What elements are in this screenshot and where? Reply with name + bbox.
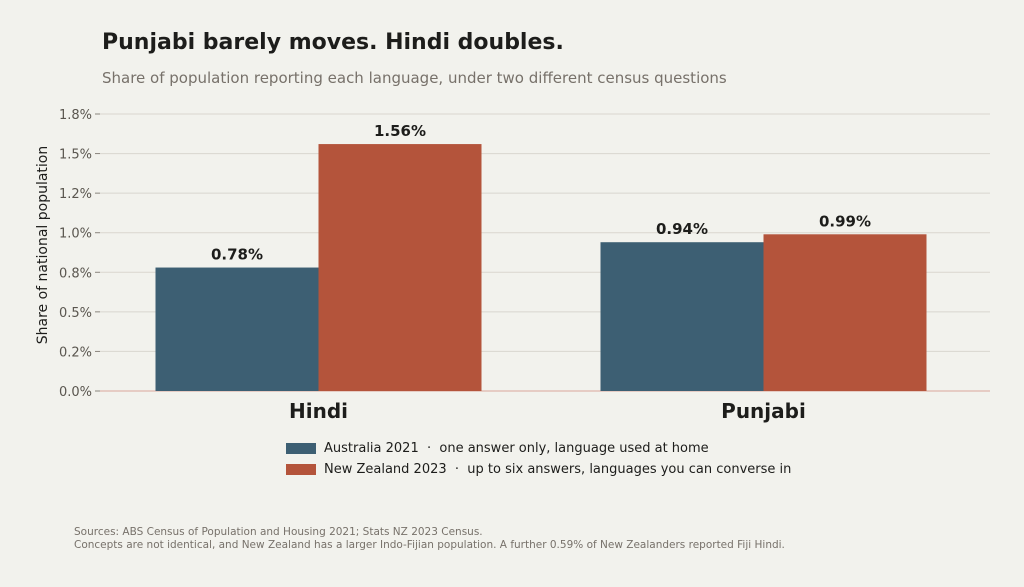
legend-item-new-zealand: New Zealand 2023 · up to six answers, la… (286, 459, 791, 479)
y-tick-label: 1.0% (59, 227, 92, 242)
y-axis-label: Share of national population (35, 146, 51, 344)
data-label: 0.94% (656, 220, 708, 238)
legend-swatch-new-zealand (286, 463, 316, 475)
data-label: 1.56% (374, 122, 426, 140)
y-tick-label: 0.0% (59, 385, 92, 400)
x-axis-ticks: Hindi Punjabi (289, 399, 806, 423)
y-axis-ticks: 0.0% 0.2% 0.5% 0.8% 1.0% 1.2% 1.5% 1.8% (59, 108, 100, 400)
legend-item-australia: Australia 2021 · one answer only, langua… (286, 438, 791, 458)
legend-label-australia: Australia 2021 · one answer only, langua… (324, 440, 709, 456)
data-labels: 0.78% 1.56% 0.94% 0.99% (211, 122, 871, 263)
y-tick-label: 0.5% (59, 306, 92, 321)
legend: Australia 2021 · one answer only, langua… (286, 438, 791, 480)
y-tick-label: 1.5% (59, 148, 92, 163)
bar-hindi-australia (155, 267, 319, 391)
y-tick-label: 0.8% (59, 266, 92, 281)
footnote-sources: Sources: ABS Census of Population and Ho… (74, 526, 483, 538)
footnote-note: Concepts are not identical, and New Zeal… (74, 539, 785, 551)
chart-title: Punjabi barely moves. Hindi doubles. (102, 30, 564, 55)
y-tick-label: 1.8% (59, 108, 92, 123)
chart-subtitle: Share of population reporting each langu… (102, 69, 727, 87)
legend-label-new-zealand: New Zealand 2023 · up to six answers, la… (324, 461, 792, 477)
bars (155, 144, 927, 391)
bar-punjabi-new-zealand (763, 234, 927, 391)
y-tick-label: 1.2% (59, 187, 92, 202)
footnote: Sources: ABS Census of Population and Ho… (74, 526, 785, 552)
data-label: 0.99% (819, 212, 871, 230)
x-tick-label: Hindi (289, 399, 348, 423)
bar-chart: 0.0% 0.2% 0.5% 0.8% 1.0% 1.2% 1.5% 1.8% 0.78% 1.… (35, 108, 990, 423)
bar-punjabi-australia (600, 242, 764, 391)
x-tick-label: Punjabi (721, 399, 806, 423)
bar-hindi-new-zealand (318, 144, 482, 391)
y-tick-label: 0.2% (59, 345, 92, 360)
legend-swatch-australia (286, 442, 316, 454)
data-label: 0.78% (211, 246, 263, 264)
